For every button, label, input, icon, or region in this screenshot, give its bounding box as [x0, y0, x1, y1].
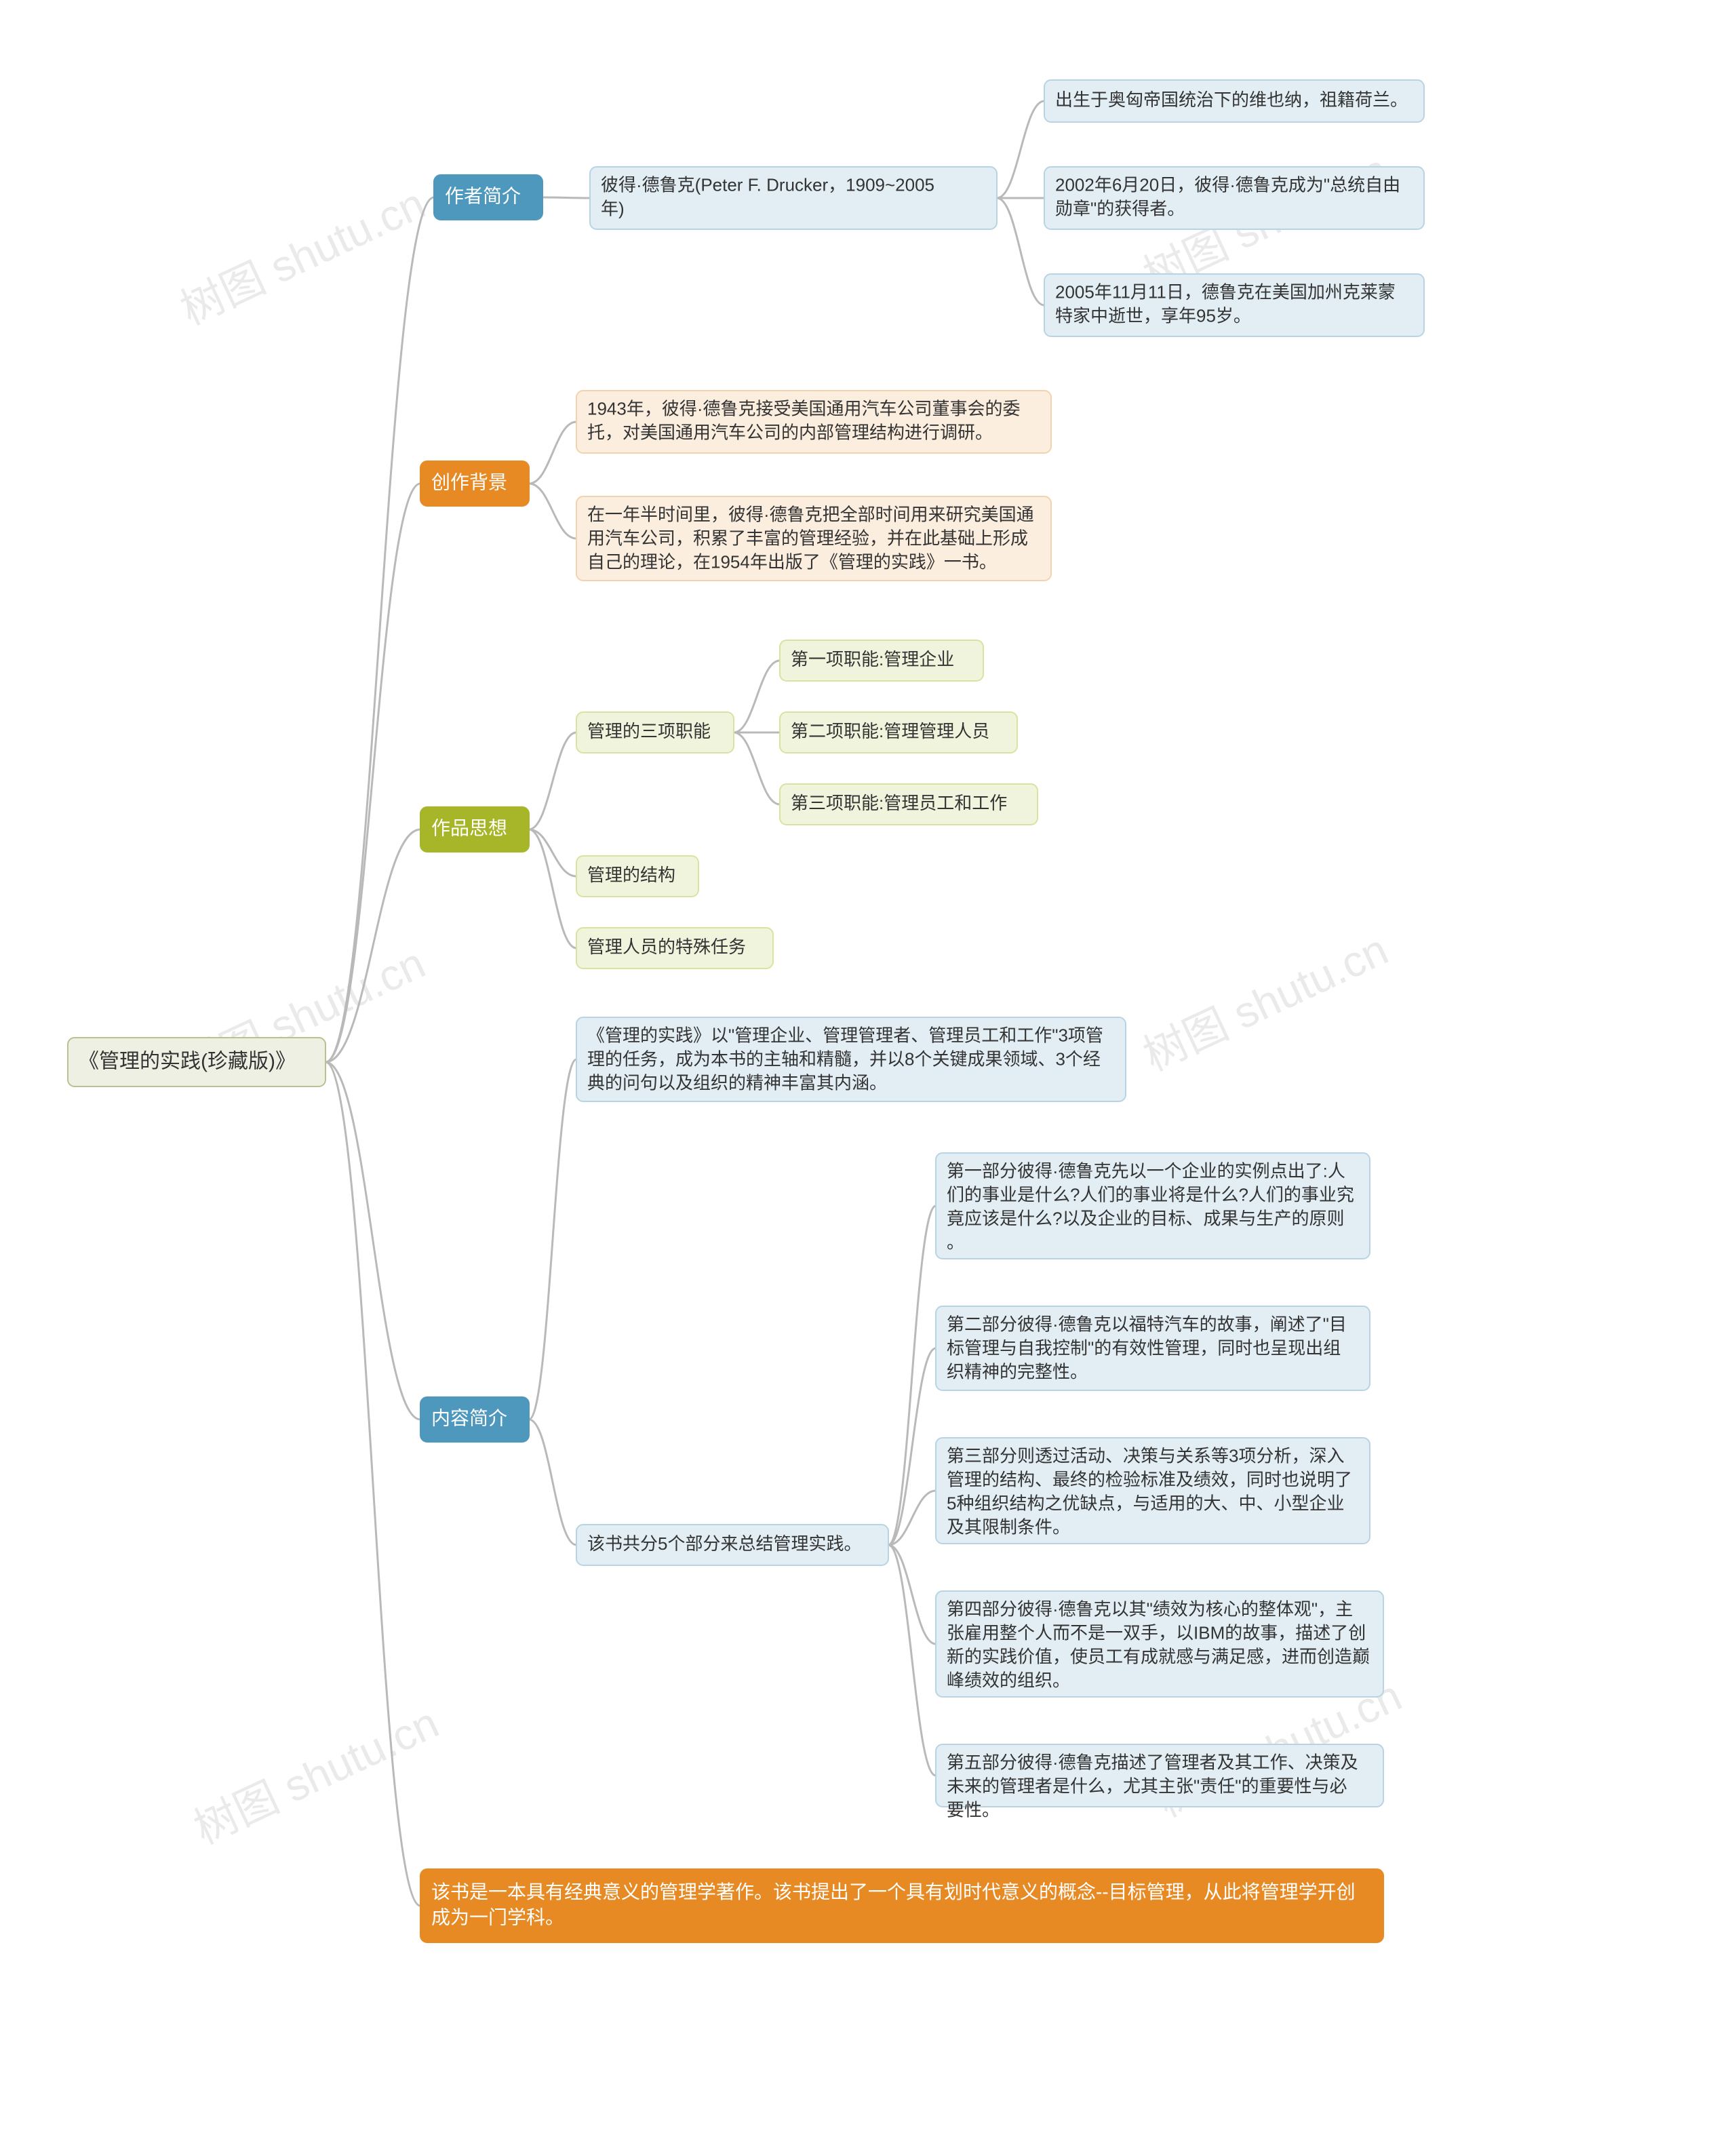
node-n_func[interactable]: 管理的三项职能: [576, 712, 734, 753]
node-label: 管理人员的特殊任务: [587, 937, 746, 957]
node-n_func_3[interactable]: 第三项职能:管理员工和工作: [780, 784, 1038, 825]
node-n_author_d[interactable]: 彼得·德鲁克(Peter F. Drucker，1909~2005年): [590, 167, 997, 229]
node-label: 第一项职能:管理企业: [791, 649, 954, 669]
node-label: 该书共分5个部分来总结管理实践。: [587, 1533, 861, 1554]
node-root[interactable]: 《管理的实践(珍藏版)》: [68, 1038, 326, 1086]
node-label: 作品思想: [431, 818, 507, 839]
node-label: 出生于奥匈帝国统治下的维也纳，祖籍荷兰。: [1055, 90, 1408, 110]
node-label: 作者简介: [445, 186, 521, 207]
node-label: 在一年半时间里，彼得·德鲁克把全部时间用来研究美国通用汽车公司，积累了丰富的管理…: [587, 504, 1034, 572]
node-n_bg[interactable]: 创作背景: [420, 461, 529, 506]
node-label: 创作背景: [431, 472, 507, 493]
node-label: 第二项职能:管理管理人员: [791, 721, 989, 741]
node-n_summary[interactable]: 该书是一本具有经典意义的管理学著作。该书提出了一个具有划时代意义的概念--目标管…: [420, 1869, 1383, 1942]
node-n_author_2[interactable]: 2002年6月20日，彼得·德鲁克成为"总统自由勋章"的获得者。: [1044, 167, 1424, 229]
node-n_struct[interactable]: 管理的结构: [576, 856, 698, 897]
node-label: 管理的三项职能: [587, 721, 711, 741]
node-n_author_3[interactable]: 2005年11月11日，德鲁克在美国加州克莱蒙特家中逝世，享年95岁。: [1044, 274, 1424, 336]
node-n_func_2[interactable]: 第二项职能:管理管理人员: [780, 712, 1017, 753]
node-n_part_2[interactable]: 第二部分彼得·德鲁克以福特汽车的故事，阐述了"目标管理与自我控制"的有效性管理，…: [936, 1306, 1370, 1390]
node-label: 《管理的实践(珍藏版)》: [79, 1050, 296, 1072]
node-n_part_3[interactable]: 第三部分则透过活动、决策与关系等3项分析，深入管理的结构、最终的检验标准及绩效，…: [936, 1438, 1370, 1544]
node-n_author[interactable]: 作者简介: [434, 175, 542, 220]
node-n_thought[interactable]: 作品思想: [420, 807, 529, 852]
connector: [542, 197, 590, 198]
node-n_intro_1[interactable]: 《管理的实践》以"管理企业、管理管理者、管理员工和工作"3项管理的任务，成为本书…: [576, 1017, 1126, 1101]
node-n_intro[interactable]: 内容简介: [420, 1397, 529, 1442]
node-label: 第三项职能:管理员工和工作: [791, 793, 1007, 813]
node-label: 管理的结构: [587, 865, 675, 885]
mindmap-canvas: 树图 shutu.cn树图 shutu.cn树图 shutu.cn树图 shut…: [0, 0, 1736, 2135]
node-n_part_4[interactable]: 第四部分彼得·德鲁克以其"绩效为核心的整体观"，主张雇用整个人而不是一双手，以I…: [936, 1591, 1383, 1697]
node-n_part_1[interactable]: 第一部分彼得·德鲁克先以一个企业的实例点出了:人们的事业是什么?人们的事业将是什…: [936, 1153, 1370, 1259]
node-n_bg_2[interactable]: 在一年半时间里，彼得·德鲁克把全部时间用来研究美国通用汽车公司，积累了丰富的管理…: [576, 496, 1051, 581]
node-label: 内容简介: [431, 1408, 507, 1429]
node-n_special[interactable]: 管理人员的特殊任务: [576, 928, 773, 968]
node-n_author_1[interactable]: 出生于奥匈帝国统治下的维也纳，祖籍荷兰。: [1044, 80, 1424, 122]
node-n_bg_1[interactable]: 1943年，彼得·德鲁克接受美国通用汽车公司董事会的委托，对美国通用汽车公司的内…: [576, 391, 1051, 453]
node-n_intro_parts[interactable]: 该书共分5个部分来总结管理实践。: [576, 1525, 888, 1565]
node-n_func_1[interactable]: 第一项职能:管理企业: [780, 640, 983, 681]
